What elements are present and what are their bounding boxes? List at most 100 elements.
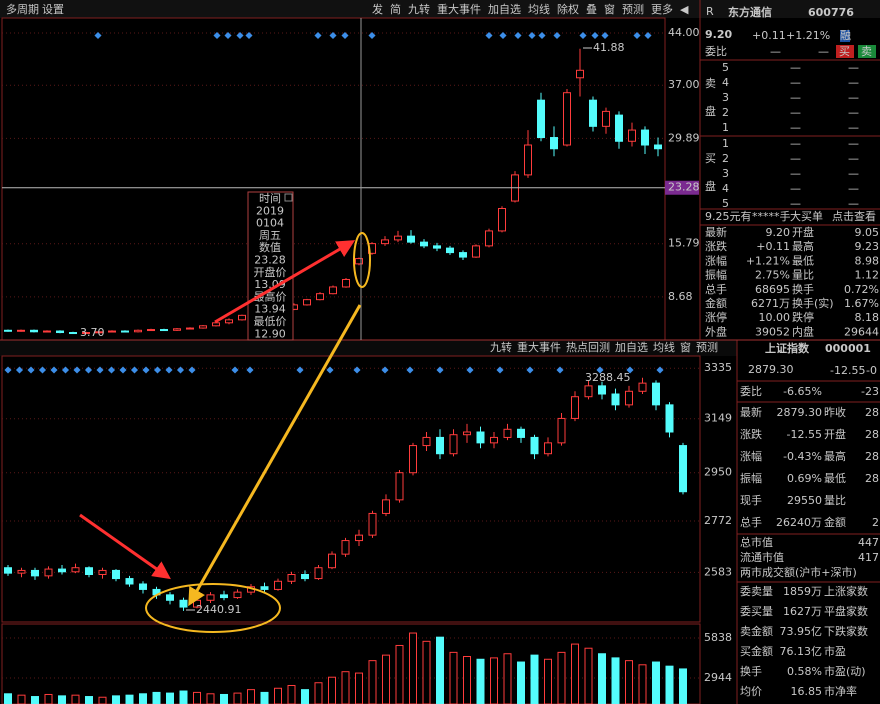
level-price: — xyxy=(790,91,801,104)
toolbar-item[interactable]: 更多 xyxy=(651,2,673,16)
signal-marker xyxy=(176,366,185,374)
signal-marker xyxy=(591,31,599,40)
toolbar-item[interactable]: 发 xyxy=(372,2,383,16)
toolbar-item[interactable]: 简 xyxy=(390,2,401,16)
toolbar-item[interactable]: 除权 xyxy=(557,2,579,16)
signal-marker xyxy=(50,366,58,374)
candle-body xyxy=(652,382,660,406)
toolbar-item[interactable]: ◀ xyxy=(680,3,689,16)
volume-bar xyxy=(139,693,147,704)
candle-body xyxy=(490,436,498,444)
candle-body xyxy=(199,325,207,329)
candle-body xyxy=(446,247,454,254)
volume-bar xyxy=(665,665,674,704)
toolbar-item[interactable]: 加自选 xyxy=(615,341,648,354)
value: 8.18 xyxy=(855,311,880,324)
signal-marker xyxy=(485,31,493,40)
volume-bar xyxy=(490,657,498,704)
value: 1627万 xyxy=(783,605,822,618)
toolbar-item[interactable]: 热点回测 xyxy=(566,341,610,354)
label: 总市值 xyxy=(705,339,738,353)
toolbar-item[interactable]: 窗 xyxy=(680,340,691,354)
signal-marker xyxy=(61,366,70,374)
volume-bar xyxy=(625,660,633,704)
toolbar-item[interactable]: 九转 xyxy=(408,2,430,16)
volume-bar xyxy=(247,689,255,704)
toolbar-item[interactable]: 加自选 xyxy=(488,3,521,16)
toolbar-item[interactable]: 重大事件 xyxy=(437,2,481,16)
index-name: 上证指数 xyxy=(765,341,810,355)
toolbar-item[interactable]: 窗 xyxy=(604,2,615,16)
candle-body xyxy=(160,329,168,332)
label: 振幅 xyxy=(705,268,727,282)
candle-body xyxy=(355,258,363,265)
volume-bar xyxy=(571,643,579,704)
level-price: — xyxy=(790,61,801,74)
level-volume: — xyxy=(848,137,859,150)
volume-bar xyxy=(152,691,161,704)
volume-bar xyxy=(530,654,539,704)
label: 开盘 xyxy=(792,225,814,239)
toolbar-item[interactable]: 预测 xyxy=(622,3,644,16)
level-price: — xyxy=(790,197,801,210)
label: 上涨家数 xyxy=(824,584,868,598)
candle-body xyxy=(409,445,417,474)
value: 16.85 xyxy=(791,685,823,698)
low-label: 2440.91 xyxy=(196,603,242,616)
tooltip-close[interactable] xyxy=(284,193,293,202)
signal-marker xyxy=(553,31,561,40)
toolbar-item[interactable]: 均线 xyxy=(528,2,550,16)
level: 1 xyxy=(722,121,729,134)
candle-body xyxy=(563,92,571,146)
tooltip-text: 12.90 xyxy=(254,327,286,340)
level: 4 xyxy=(722,182,729,195)
side-label: 盘 xyxy=(705,179,716,193)
level-price: — xyxy=(790,76,801,89)
label: 换手(实) xyxy=(792,296,834,310)
volume-bar xyxy=(503,653,512,704)
candle-body xyxy=(638,382,647,392)
big-order: 9.25元有 xyxy=(705,209,752,223)
toolbar-item[interactable]: 叠 xyxy=(586,3,597,16)
value: 28 xyxy=(865,428,879,441)
sell-button[interactable] xyxy=(858,45,876,58)
label: 涨停 xyxy=(705,310,727,324)
value: 0.72% xyxy=(844,283,879,296)
label: 跌停 xyxy=(792,310,814,324)
volume-bar xyxy=(409,632,417,704)
candle-body xyxy=(71,567,80,573)
level: 5 xyxy=(722,197,729,210)
label: 最新 xyxy=(740,405,762,419)
signal-marker xyxy=(165,366,173,374)
toolbar-item[interactable]: 均线 xyxy=(653,340,675,354)
label: 委比 xyxy=(740,385,762,398)
signal-marker xyxy=(656,366,664,374)
volume-bar xyxy=(382,654,390,704)
volume-bar xyxy=(233,692,242,704)
buy-button[interactable] xyxy=(836,45,854,58)
label: 最高 xyxy=(824,449,846,463)
candle-body xyxy=(4,329,12,332)
value: 28 xyxy=(865,406,879,419)
volume-bar xyxy=(98,696,107,704)
candle-body xyxy=(112,569,120,580)
tooltip-text: 0104 xyxy=(256,217,284,230)
toolbar-item[interactable]: 预测 xyxy=(696,341,718,354)
stock-code: 600776 xyxy=(808,6,854,19)
level-price: — xyxy=(790,182,801,195)
level-volume: — xyxy=(848,152,859,165)
signal-marker xyxy=(314,31,322,40)
candle-body xyxy=(550,137,558,150)
toolbar-item[interactable]: 九转 xyxy=(490,340,512,354)
label: 市净率 xyxy=(824,684,857,698)
signal-marker xyxy=(224,31,232,40)
toolbar-item: 多周期 xyxy=(6,2,39,16)
toolbar-item[interactable]: 重大事件 xyxy=(517,340,561,354)
volume-bar xyxy=(611,657,620,704)
candle-body xyxy=(82,332,90,335)
candle-body xyxy=(30,329,38,333)
level-volume: — xyxy=(848,106,859,119)
volume-bar xyxy=(584,647,593,704)
signal-marker xyxy=(596,366,604,374)
volume-frame xyxy=(1,623,701,704)
